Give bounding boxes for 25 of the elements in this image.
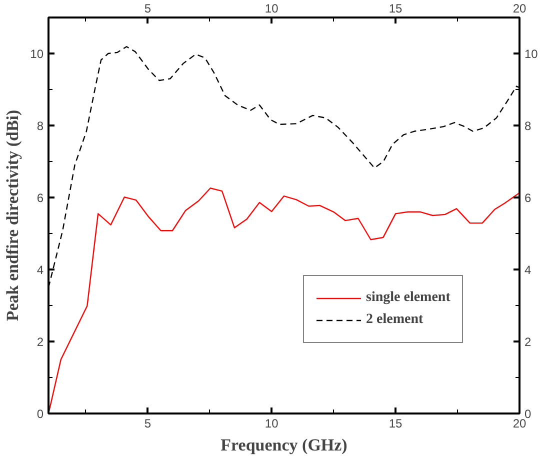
y2-tick-label: 0 — [524, 407, 532, 421]
x2-tick-label: 15 — [388, 416, 403, 430]
y-tick-label: 8 — [36, 119, 44, 133]
y2-tick-label: 10 — [524, 47, 538, 61]
line-series — [48, 188, 520, 414]
legend-label: single element — [366, 290, 450, 306]
y-tick-label: 10 — [30, 47, 44, 61]
x-tick-label: 15 — [388, 2, 403, 16]
x-tick-label: 5 — [144, 2, 152, 16]
y2-tick-label: 8 — [524, 119, 532, 133]
y-tick-label: 6 — [36, 191, 44, 205]
y-axis-title: Peak endfire directivity (dBi) — [3, 110, 22, 322]
x-axis-title: Frequency (GHz) — [220, 436, 348, 454]
x-tick-label: 10 — [264, 2, 279, 16]
legend-label: 2 element — [366, 312, 424, 328]
y2-tick-label: 2 — [524, 335, 532, 349]
y2-tick-label: 6 — [524, 191, 532, 205]
x2-tick-label: 20 — [512, 416, 526, 430]
y-tick-label: 0 — [36, 407, 44, 421]
y-tick-label: 4 — [36, 263, 44, 277]
y2-tick-label: 4 — [524, 263, 532, 277]
y-tick-label: 2 — [36, 335, 44, 349]
x2-tick-label: 10 — [264, 416, 279, 430]
x-tick-label: 20 — [512, 2, 526, 16]
x2-tick-label: 5 — [144, 416, 152, 430]
